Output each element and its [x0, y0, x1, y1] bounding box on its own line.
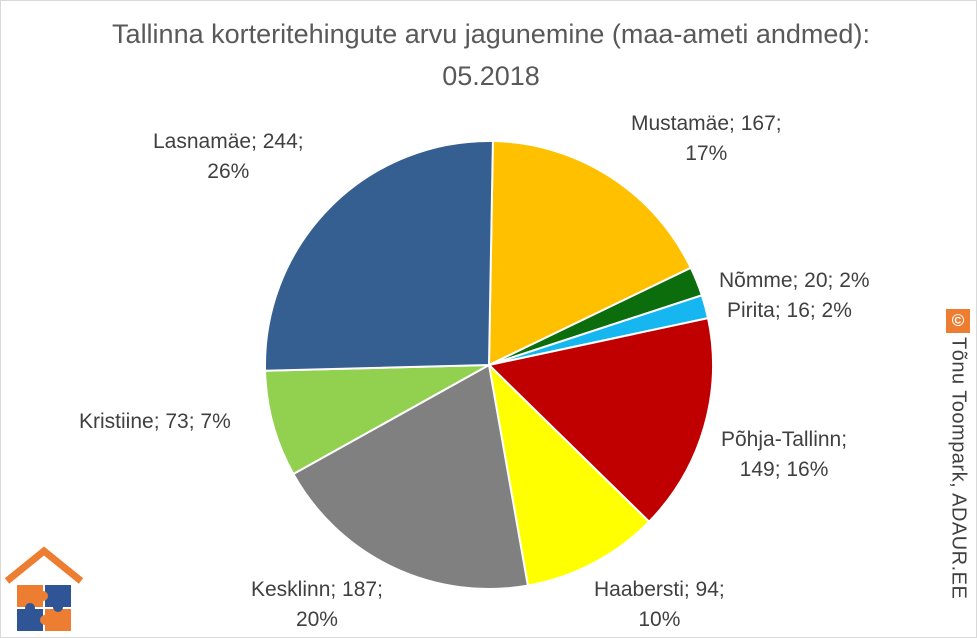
pie-slice-mustam-e: [487, 140, 693, 367]
label-lasnamae: Lasnamäe; 244; 26%: [153, 130, 304, 183]
pie-slice-p-hja-tallinn: [486, 316, 714, 524]
label-kristiine: Kristiine; 73; 7%: [79, 410, 231, 433]
label-pirita: Pirita; 16; 2%: [727, 299, 852, 322]
label-kesklinn: Kesklinn; 187; 20%: [251, 578, 383, 631]
label-mustamae: Mustamäe; 167; 17%: [631, 112, 782, 165]
label-haabersti: Haabersti; 94; 10%: [594, 578, 725, 631]
copyright-watermark: © Tõnu Toompark, ADAUR.EE: [943, 309, 973, 635]
pie-slice-kristiine: [264, 364, 490, 476]
pie-slice-haabersti: [487, 362, 651, 587]
copyright-icon: ©: [946, 309, 970, 333]
watermark-text: Tõnu Toompark, ADAUR.EE: [947, 337, 970, 600]
pie-slice-lasnam-e: [264, 140, 494, 372]
house-puzzle-logo: [4, 546, 84, 631]
pie-slice-kesklinn: [291, 363, 530, 590]
label-nomme: Nõmme; 20; 2%: [719, 269, 870, 292]
label-pohja-tallinn: Põhja-Tallinn; 149; 16%: [721, 428, 848, 481]
chart-title: Tallinna korteritehingute arvu jagunemin…: [112, 19, 870, 91]
